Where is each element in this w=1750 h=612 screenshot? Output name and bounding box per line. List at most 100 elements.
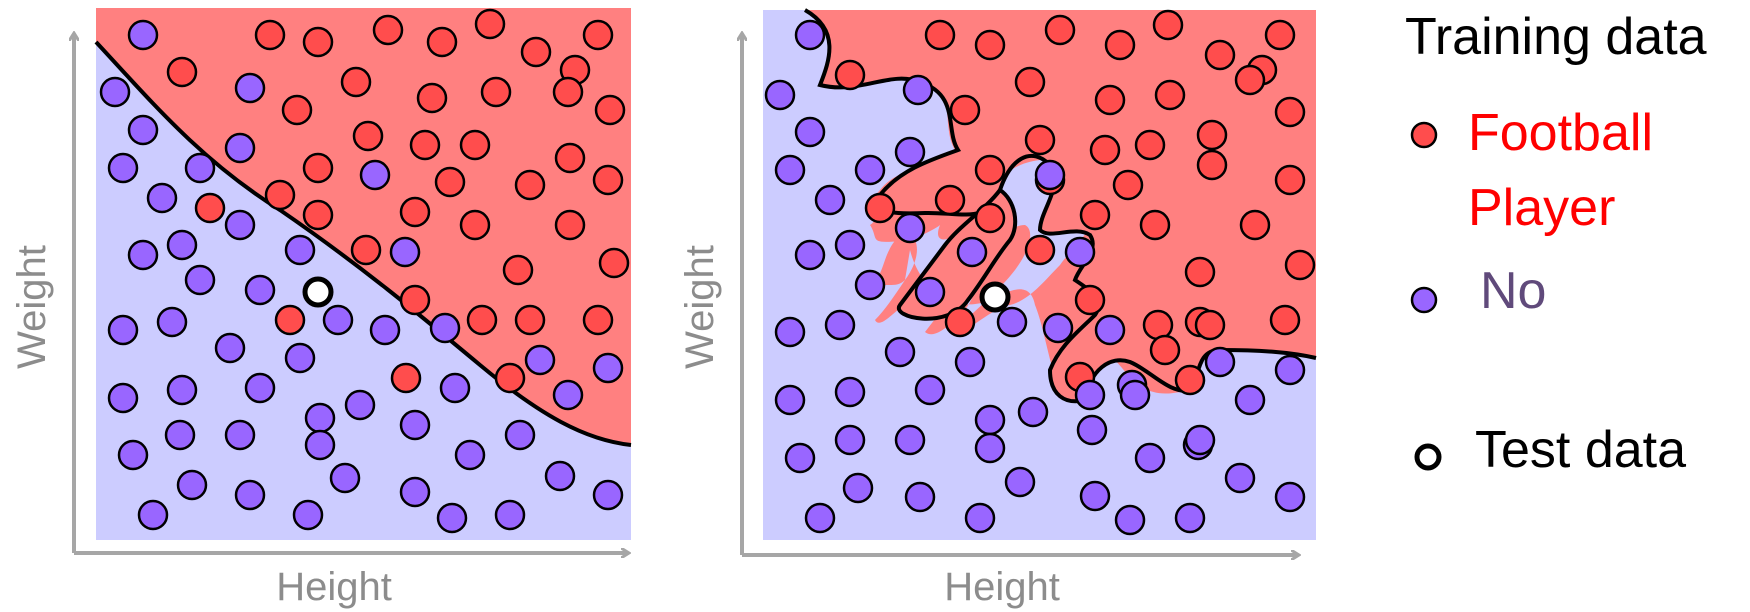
left-football-point [459, 209, 491, 241]
right-no-point [1094, 314, 1126, 346]
left-football-point [592, 164, 624, 196]
right-no-point [1184, 424, 1216, 456]
left-no-point [166, 229, 198, 261]
right-football-point [1134, 129, 1166, 161]
right-no-point [894, 212, 926, 244]
right-football-point [949, 94, 981, 126]
right-no-point [914, 374, 946, 406]
right-no-point [1042, 312, 1074, 344]
left-no-point [137, 499, 169, 531]
left-training-points [99, 8, 630, 534]
right-no-point [794, 116, 826, 148]
legend-football-label-1: Football [1468, 104, 1653, 162]
right-football-point [1094, 84, 1126, 116]
right-football-point [1074, 284, 1106, 316]
right-no-point [774, 316, 806, 348]
left-football-point [494, 362, 526, 394]
left-football-point [466, 304, 498, 336]
left-no-point [234, 72, 266, 104]
left-football-point [474, 8, 506, 40]
left-no-point [224, 132, 256, 164]
right-no-point [824, 309, 856, 341]
right-football-point [924, 19, 956, 51]
right-football-point [1024, 124, 1056, 156]
left-football-point [459, 129, 491, 161]
left-football-point [352, 120, 384, 152]
left-football-point [480, 76, 512, 108]
right-football-point [934, 184, 966, 216]
right-no-point [1034, 159, 1066, 191]
left-no-point [369, 314, 401, 346]
right-football-point [1269, 304, 1301, 336]
left-football-point [399, 284, 431, 316]
right-no-point [1274, 354, 1306, 386]
left-football-point [409, 129, 441, 161]
left-no-point [494, 499, 526, 531]
left-no-point [244, 274, 276, 306]
right-football-point [1284, 249, 1316, 281]
right-no-point [964, 502, 996, 534]
left-football-point [598, 247, 630, 279]
right-no-point [842, 472, 874, 504]
right-no-point [1274, 481, 1306, 513]
right-football-point [1274, 96, 1306, 128]
left-football-point [340, 66, 372, 98]
right-no-point [854, 269, 886, 301]
right-football-point [1174, 364, 1206, 396]
left-football-point [594, 94, 626, 126]
right-y-axis-label: Weight [678, 245, 722, 369]
left-no-point [117, 439, 149, 471]
left-no-point [107, 314, 139, 346]
right-no-point [1076, 414, 1108, 446]
left-no-point [504, 419, 536, 451]
left-football-point [582, 304, 614, 336]
left-no-point [146, 182, 178, 214]
left-no-point [107, 382, 139, 414]
left-no-point [127, 114, 159, 146]
legend-no-label: No [1480, 262, 1546, 320]
right-no-point [1134, 442, 1166, 474]
right-football-point [1184, 256, 1216, 288]
right-football-point [1014, 66, 1046, 98]
legend: Training data Football Player No Test da… [1405, 8, 1707, 479]
right-no-point [1074, 379, 1106, 411]
right-x-axis-label: Height [944, 565, 1060, 609]
left-panel: Height Weight [10, 8, 632, 609]
left-no-point [224, 209, 256, 241]
right-no-point [794, 239, 826, 271]
right-football-point [834, 59, 866, 91]
right-football-point [864, 192, 896, 224]
right-no-point [954, 346, 986, 378]
left-no-point [592, 352, 624, 384]
right-football-point [1264, 19, 1296, 51]
right-football-point [1274, 164, 1306, 196]
left-football-point [194, 192, 226, 224]
right-no-point [1114, 504, 1146, 536]
legend-test-marker [1414, 443, 1442, 471]
left-no-point [176, 469, 208, 501]
left-no-point [524, 344, 556, 376]
left-no-point [344, 389, 376, 421]
left-football-point [514, 304, 546, 336]
right-football-point [1239, 209, 1271, 241]
left-football-point [582, 19, 614, 51]
right-no-point [996, 306, 1028, 338]
right-football-point [1024, 234, 1056, 266]
left-no-point [359, 159, 391, 191]
left-football-point [302, 199, 334, 231]
right-no-point [794, 19, 826, 51]
right-no-point [956, 236, 988, 268]
right-football-point [1089, 134, 1121, 166]
right-no-point [914, 276, 946, 308]
left-no-point [127, 19, 159, 51]
right-no-point [1204, 346, 1236, 378]
right-football-point [974, 202, 1006, 234]
left-football-point [274, 304, 306, 336]
right-panel: Height Weight [678, 8, 1317, 609]
left-no-point [304, 402, 336, 434]
right-no-point [1224, 462, 1256, 494]
right-football-point [1154, 79, 1186, 111]
right-no-point [804, 502, 836, 534]
left-no-point [164, 419, 196, 451]
